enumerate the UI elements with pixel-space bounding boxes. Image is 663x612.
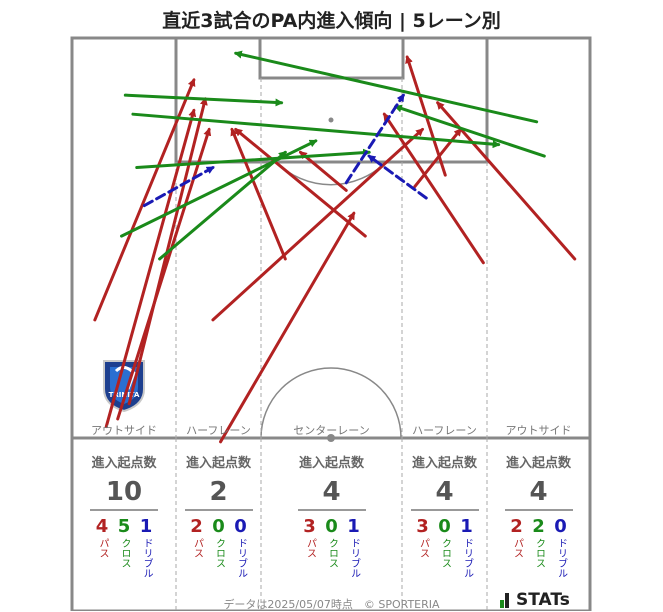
stat-total: 10 [105,477,143,507]
stat-total: 4 [529,477,548,507]
dribble-count: 1 [460,516,473,537]
cross-count: 5 [117,516,131,537]
stat-rule [297,509,366,511]
stat-breakdown: 2 パス 2 クロス 0 ドリブル [487,516,590,579]
pass-label: パス [511,538,523,558]
pass-arrow [104,108,197,429]
pass-arrow [382,112,485,265]
pass-count: 2 [510,516,523,537]
cross-label: クロス [326,538,338,568]
cross-arrow [123,93,284,107]
pass-count: 2 [190,516,203,537]
cross-count: 2 [532,516,545,537]
lane-label-outside-left: アウトサイド [91,424,157,437]
cross-label: クロス [533,538,545,568]
dribble-label: ドリブル [461,538,473,578]
penalty-arc [275,161,387,186]
pass-label: パス [97,538,108,558]
cross-arrow [393,104,546,158]
penalty-spot [328,117,334,123]
pass-label: パス [191,538,203,558]
cross-label: クロス [213,538,225,568]
dribble-label: ドリブル [555,538,567,578]
dribble-label: ドリブル [235,538,247,578]
dribble-count: 1 [139,516,153,537]
pass-arrow [211,127,424,322]
pass-arrow [93,78,196,322]
stat-breakdown: 3 パス 0 クロス 1 ドリブル [261,516,402,579]
dribble-count: 0 [234,516,247,537]
cross-arrow [233,50,539,124]
footer-note: データは2025/05/07時点 © SPORTERIA [223,598,440,611]
dribble-label: ドリブル [348,538,360,578]
brand-logo: STATs [500,590,570,610]
pass-count: 4 [95,516,109,537]
stat-total: 4 [322,477,341,507]
cross-arrow [135,148,372,170]
pass-arrow [219,211,356,444]
stat-header: 進入起点数 [185,456,251,471]
stat-header: 進入起点数 [411,456,477,471]
dribble-count: 0 [554,516,567,537]
stat-total: 2 [209,477,228,507]
cross-count: 0 [325,516,338,537]
stat-total: 4 [435,477,454,507]
center-circle [260,367,402,439]
stat-breakdown: 4 パス 5 クロス 1 ドリブル [72,516,176,579]
stat-rule [410,509,479,511]
pass-arrow [116,127,212,421]
dribble-arrow [344,93,405,185]
stat-rule [184,509,253,511]
dribble-arrow [367,154,428,200]
lane-label-half-right: ハーフレーン [412,424,477,437]
dribble-label: ドリブル [141,538,152,578]
lane-label-center: センターレーン [293,424,370,437]
brand-text: STATs [516,590,570,610]
stat-header: 進入起点数 [505,456,571,471]
lane-stats-outside-right: 進入起点数 4 2 パス 2 クロス 0 ドリブル [487,452,590,578]
goal-area [258,36,405,80]
stat-breakdown: 3 パス 0 クロス 1 ドリブル [402,516,487,579]
lane-stats-outside-left: 進入起点数 10 4 パス 5 クロス 1 ドリブル [72,452,176,578]
pass-count: 3 [303,516,316,537]
cross-count: 0 [438,516,451,537]
stat-header: 進入起点数 [298,456,364,471]
pass-arrow [298,150,348,192]
lane-stats-half-right: 進入起点数 4 3 パス 0 クロス 1 ドリブル [402,452,487,578]
pass-label: パス [304,538,316,558]
cross-label: クロス [439,538,451,568]
cross-count: 0 [212,516,225,537]
lane-stats-center: 進入起点数 4 3 パス 0 クロス 1 ドリブル [261,452,402,578]
lane-label-half-left: ハーフレーン [186,424,251,437]
stat-header: 進入起点数 [91,456,157,471]
dribble-arrow [142,166,215,208]
pass-arrow [413,127,462,189]
pass-arrow [230,127,287,261]
stat-breakdown: 2 パス 0 クロス 0 ドリブル [176,516,261,579]
stat-rule [90,509,158,511]
pass-arrow [234,127,367,238]
cross-label: クロス [119,538,130,568]
cross-arrow [131,112,501,149]
cross-arrow [158,150,287,261]
stat-rule [504,509,573,511]
dribble-count: 1 [347,516,360,537]
lane-label-outside-right: アウトサイド [505,424,572,437]
chart-title: 直近3試合のPA内進入傾向 | 5レーン別 [162,10,501,32]
center-spot [327,434,335,442]
arrow-layer [93,50,577,444]
pass-label: パス [417,538,429,558]
lane-stats-half-left: 進入起点数 2 2 パス 0 クロス 0 ドリブル [176,452,261,578]
pass-count: 3 [416,516,429,537]
stats-logo-icon [500,592,512,608]
